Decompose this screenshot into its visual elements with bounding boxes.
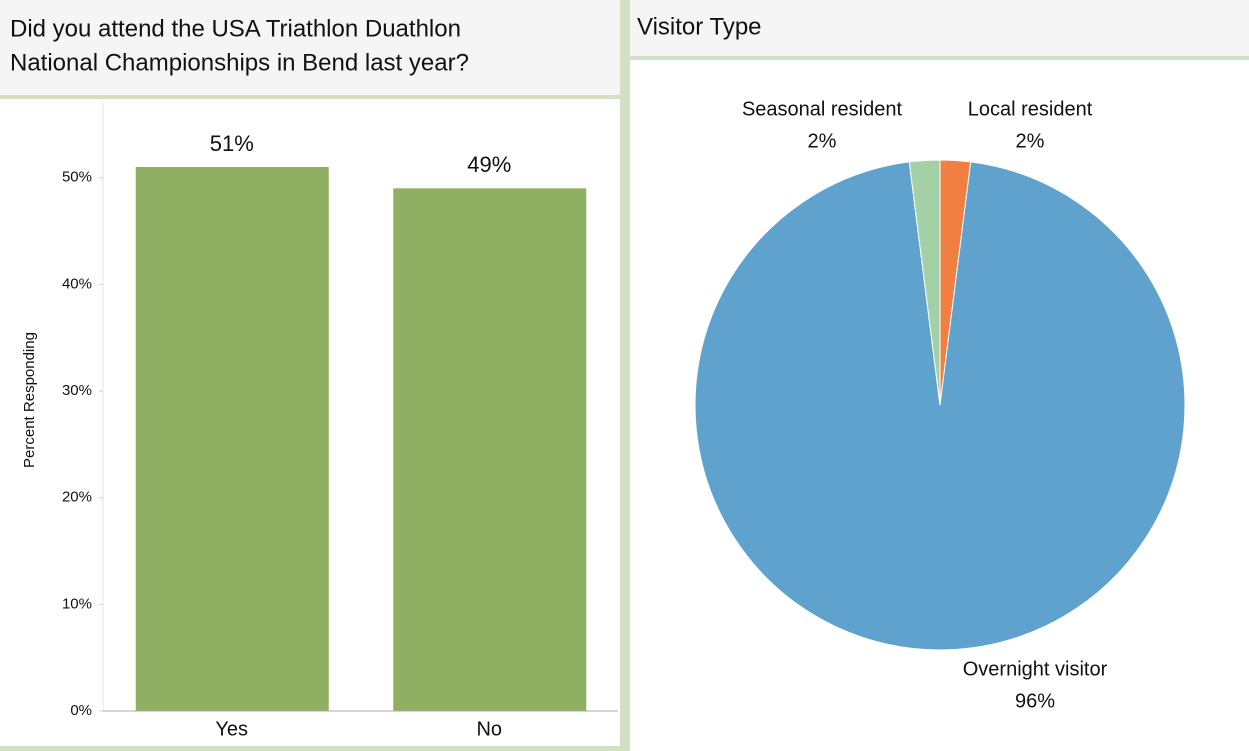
y-tick-label: 40% <box>62 275 92 292</box>
right-header <box>630 0 1249 57</box>
slice-label: Overnight visitor <box>963 658 1108 680</box>
bar <box>135 167 329 711</box>
left-header <box>0 0 620 97</box>
slice-value-label: 2% <box>1016 130 1045 152</box>
slice-label: Local resident <box>968 98 1093 120</box>
pie-slice <box>908 159 941 406</box>
y-tick-label: 10% <box>62 595 92 612</box>
bottom-rule <box>0 746 620 751</box>
bar <box>393 188 587 712</box>
y-tick-label: 20% <box>62 489 92 506</box>
y-tick-label: 0% <box>70 702 92 719</box>
y-tick-label: 50% <box>62 169 92 186</box>
slice-value-label: 96% <box>1015 690 1055 712</box>
separator <box>620 0 630 751</box>
bar-title: National Championships in Bend last year… <box>10 49 469 76</box>
slice-label: Seasonal resident <box>742 98 903 120</box>
left-header-rule <box>0 95 620 99</box>
y-axis-label: Percent Responding <box>21 332 38 468</box>
bar-title: Did you attend the USA Triathlon Duathlo… <box>10 15 461 42</box>
value-label: 51% <box>210 131 254 156</box>
pie-slice <box>694 161 1186 651</box>
x-tick-label: Yes <box>215 718 248 740</box>
pie-title: Visitor Type <box>637 13 762 40</box>
x-tick-label: No <box>476 718 502 740</box>
slice-value-label: 2% <box>808 130 837 152</box>
value-label: 49% <box>467 152 511 177</box>
right-header-rule <box>630 56 1249 60</box>
y-tick-label: 30% <box>62 382 92 399</box>
